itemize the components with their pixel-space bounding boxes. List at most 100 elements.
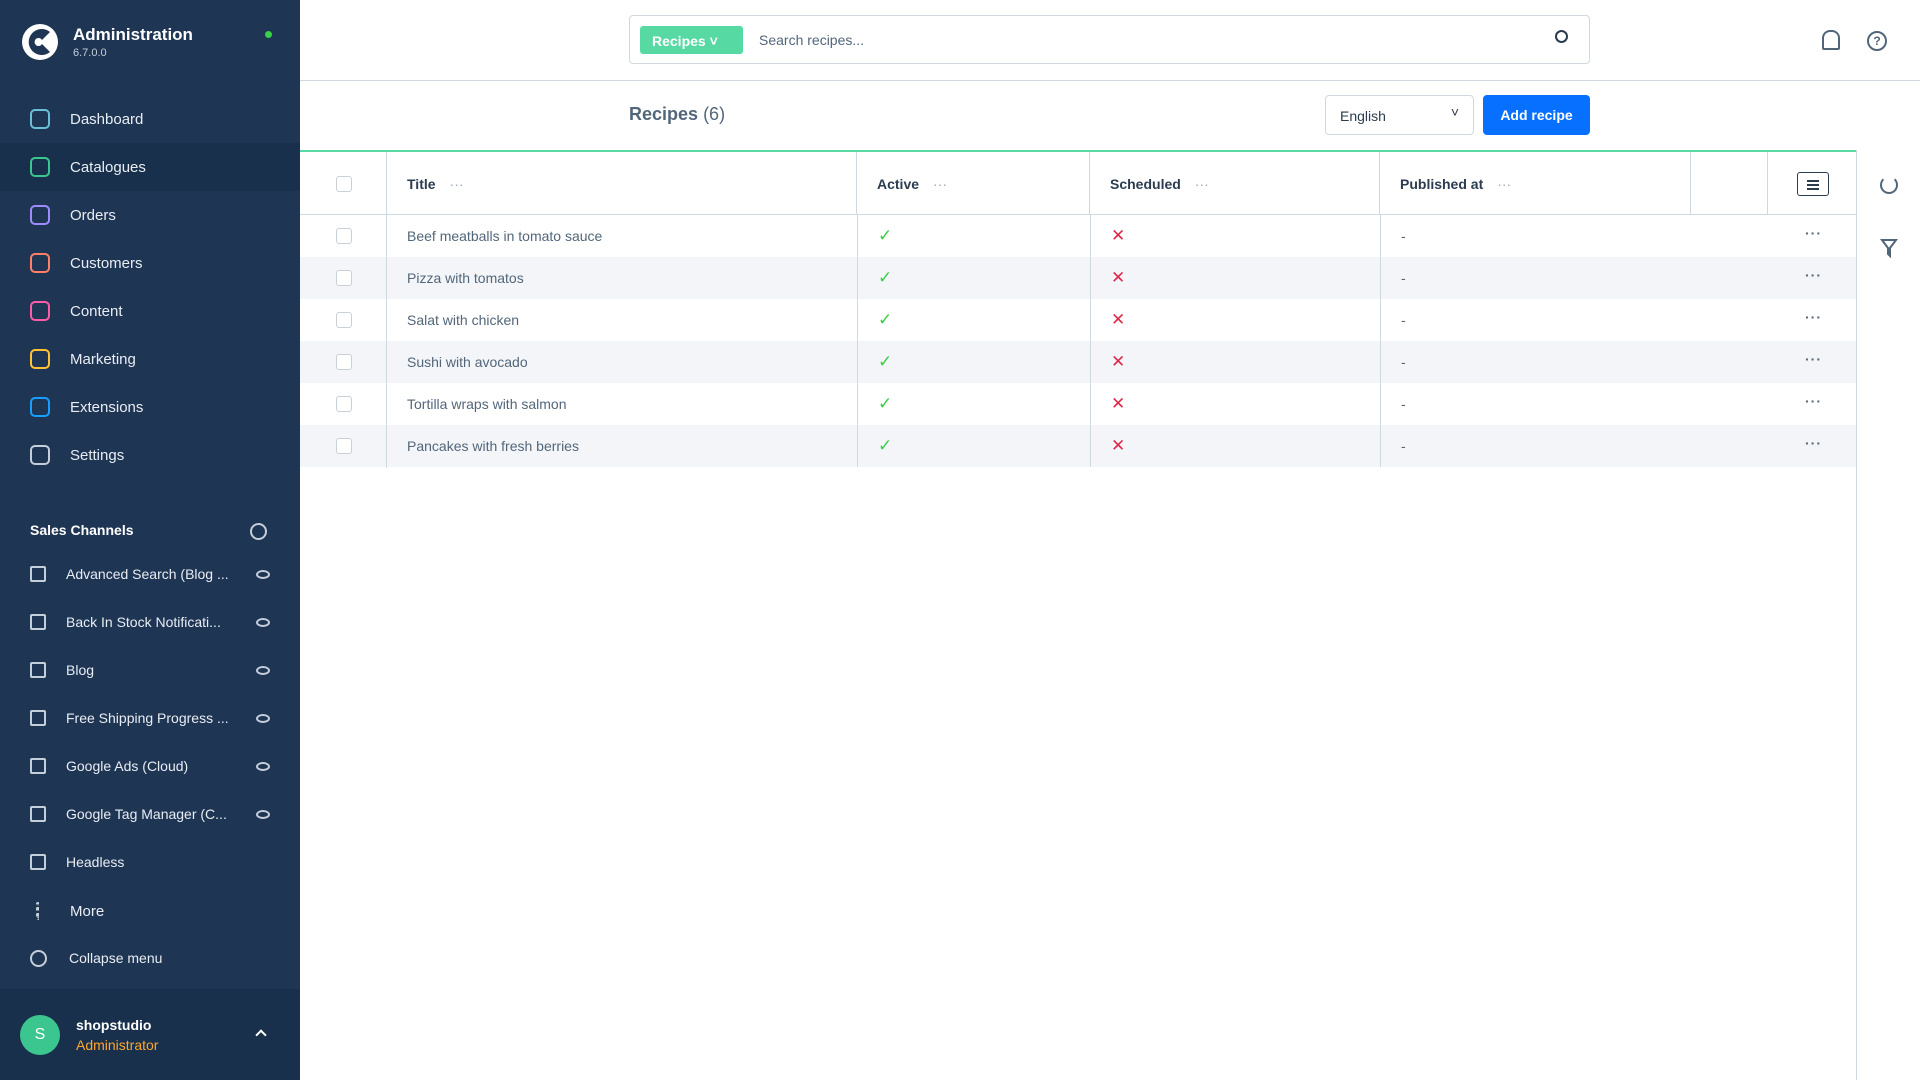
nav-label: Content bbox=[70, 302, 123, 320]
search-icon[interactable] bbox=[1555, 30, 1568, 43]
column-header[interactable]: Scheduled ··· bbox=[1090, 152, 1380, 215]
table-row[interactable]: Beef meatballs in tomato sauce ✓ ✕ - ··· bbox=[300, 215, 1856, 257]
channel-item[interactable]: Google Tag Manager (C... bbox=[0, 790, 300, 838]
nav-item[interactable]: Orders bbox=[0, 191, 300, 239]
nav-item[interactable]: Customers bbox=[0, 239, 300, 287]
bell[interactable] bbox=[1822, 30, 1840, 50]
entity-pill[interactable]: Recipes ˅ bbox=[640, 26, 743, 54]
row-actions[interactable]: ··· bbox=[1805, 309, 1822, 325]
channel-icon bbox=[30, 758, 46, 774]
cell-divider bbox=[857, 257, 858, 299]
row-actions[interactable]: ··· bbox=[1805, 393, 1822, 409]
select-all[interactable] bbox=[336, 176, 352, 192]
channel-item[interactable]: Blog bbox=[0, 646, 300, 694]
language-select[interactable]: English ˅ bbox=[1325, 95, 1474, 135]
title-cell[interactable]: Sushi with avocado bbox=[407, 354, 528, 370]
nav-icon bbox=[30, 349, 50, 369]
row-checkbox[interactable] bbox=[336, 228, 352, 244]
nav-item[interactable]: Settings bbox=[0, 431, 300, 479]
column-label: Published at bbox=[1400, 175, 1484, 192]
row-checkbox[interactable] bbox=[336, 270, 352, 286]
filter[interactable] bbox=[1880, 238, 1898, 258]
cell-divider bbox=[857, 383, 858, 425]
cell-divider bbox=[1090, 383, 1091, 425]
more-label: More bbox=[70, 902, 105, 920]
nav-item[interactable]: Dashboard bbox=[0, 95, 300, 143]
header-border bbox=[300, 80, 1920, 81]
channel-item[interactable]: Google Ads (Cloud) bbox=[0, 742, 300, 790]
active-icon: ✓ bbox=[878, 310, 893, 329]
channel-label: Advanced Search (Blog ... bbox=[66, 566, 229, 582]
logo bbox=[22, 24, 58, 60]
visibility-icon[interactable] bbox=[256, 569, 270, 579]
cell-divider bbox=[857, 299, 858, 341]
nav-item[interactable]: Extensions bbox=[0, 383, 300, 431]
nav-item[interactable]: Catalogues bbox=[0, 143, 300, 191]
column-header[interactable]: Active ··· bbox=[857, 152, 1090, 215]
published-cell: - bbox=[1401, 312, 1406, 328]
cell-divider bbox=[1380, 215, 1381, 257]
header-row bbox=[300, 214, 1856, 215]
channel-item[interactable]: Back In Stock Notificati... bbox=[0, 598, 300, 646]
table-row[interactable]: Pancakes with fresh berries ✓ ✕ - ··· bbox=[300, 425, 1856, 467]
row-actions[interactable]: ··· bbox=[1805, 225, 1822, 241]
scheduled-icon: ✕ bbox=[1111, 436, 1126, 455]
column-menu[interactable]: ··· bbox=[1497, 175, 1512, 192]
collapse[interactable]: Collapse menu bbox=[0, 934, 300, 982]
cell-divider bbox=[1380, 341, 1381, 383]
column-spacer bbox=[1691, 152, 1768, 215]
user-toggle[interactable] bbox=[255, 1029, 267, 1041]
cell-divider bbox=[857, 215, 858, 257]
title-cell[interactable]: Salat with chicken bbox=[407, 312, 520, 328]
channel-item[interactable]: Free Shipping Progress ... bbox=[0, 694, 300, 742]
channel-item[interactable]: Headless bbox=[0, 838, 300, 886]
column-header[interactable]: Title ··· bbox=[387, 152, 857, 215]
visibility-icon[interactable] bbox=[256, 809, 270, 819]
row-checkbox[interactable] bbox=[336, 354, 352, 370]
settings-button[interactable] bbox=[1797, 172, 1829, 196]
table-row[interactable]: Tortilla wraps with salmon ✓ ✕ - ··· bbox=[300, 383, 1856, 425]
title-cell[interactable]: Pancakes with fresh berries bbox=[407, 438, 579, 454]
table-row[interactable]: Salat with chicken ✓ ✕ - ··· bbox=[300, 299, 1856, 341]
visibility-icon[interactable] bbox=[256, 617, 270, 627]
channel-icon bbox=[30, 566, 46, 582]
channel-item[interactable]: Advanced Search (Blog ... bbox=[0, 550, 300, 598]
add-channel[interactable] bbox=[250, 523, 267, 540]
column-label: Title bbox=[407, 175, 436, 192]
help[interactable]: ? bbox=[1867, 31, 1887, 51]
visibility-icon[interactable] bbox=[256, 761, 270, 771]
table-row[interactable]: Pizza with tomatos ✓ ✕ - ··· bbox=[300, 257, 1856, 299]
cell-divider bbox=[386, 383, 387, 425]
more[interactable]: More bbox=[0, 887, 300, 935]
search-bar[interactable]: Recipes ˅ Search recipes... bbox=[629, 15, 1590, 64]
row-actions[interactable]: ··· bbox=[1805, 435, 1822, 451]
cell-divider bbox=[1380, 383, 1381, 425]
active-icon: ✓ bbox=[878, 436, 893, 455]
column-menu[interactable]: ··· bbox=[1194, 175, 1209, 192]
version: 6.7.0.0 bbox=[73, 47, 107, 59]
page-title: Recipes (6) bbox=[629, 104, 725, 125]
row-checkbox[interactable] bbox=[336, 438, 352, 454]
add-button[interactable]: Add recipe bbox=[1483, 95, 1590, 135]
column-menu[interactable]: ··· bbox=[449, 175, 464, 192]
row-actions[interactable]: ··· bbox=[1805, 267, 1822, 283]
visibility-icon[interactable] bbox=[256, 665, 270, 675]
row-checkbox[interactable] bbox=[336, 312, 352, 328]
title-cell[interactable]: Tortilla wraps with salmon bbox=[407, 396, 567, 412]
refresh[interactable] bbox=[1880, 176, 1898, 194]
channel-label: Back In Stock Notificati... bbox=[66, 614, 221, 630]
column-menu[interactable]: ··· bbox=[933, 175, 948, 192]
nav-item[interactable]: Content bbox=[0, 287, 300, 335]
title-cell[interactable]: Beef meatballs in tomato sauce bbox=[407, 228, 603, 244]
cell-divider bbox=[857, 425, 858, 467]
table-row[interactable]: Sushi with avocado ✓ ✕ - ··· bbox=[300, 341, 1856, 383]
nav-item[interactable]: Marketing bbox=[0, 335, 300, 383]
cell-divider bbox=[1380, 299, 1381, 341]
active-icon: ✓ bbox=[878, 394, 893, 413]
row-actions[interactable]: ··· bbox=[1805, 351, 1822, 367]
title-cell[interactable]: Pizza with tomatos bbox=[407, 270, 524, 286]
row-checkbox[interactable] bbox=[336, 396, 352, 412]
visibility-icon[interactable] bbox=[256, 713, 270, 723]
column-header[interactable]: Published at ··· bbox=[1380, 152, 1691, 215]
